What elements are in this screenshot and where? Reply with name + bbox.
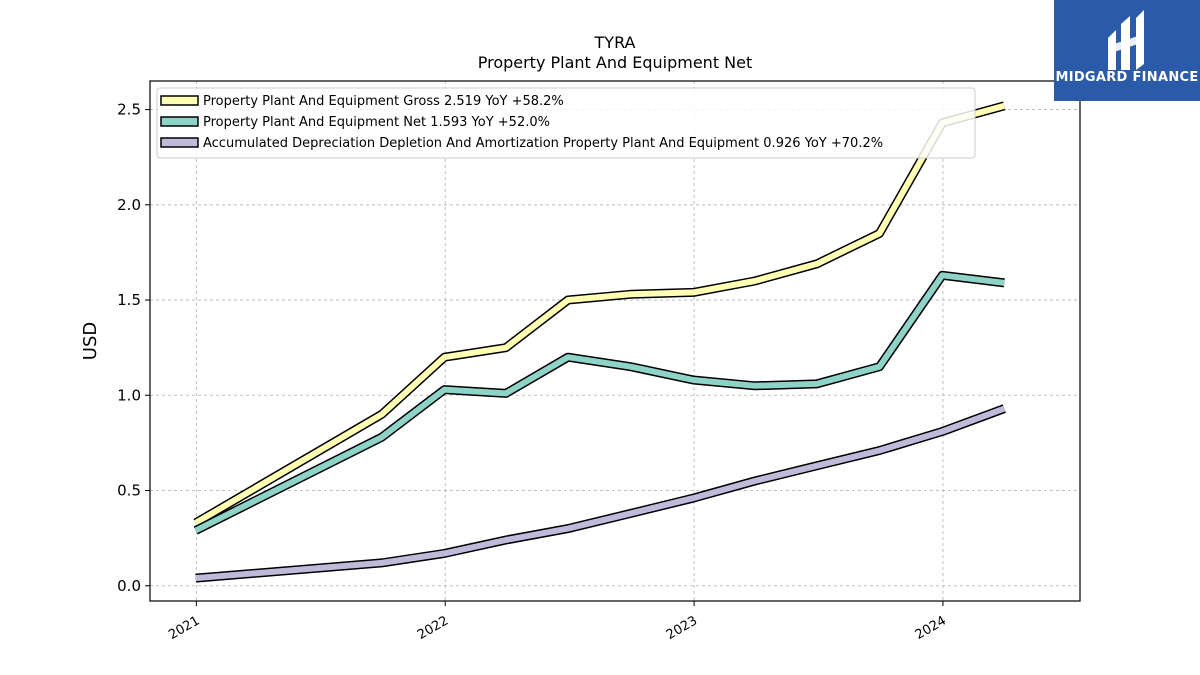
series-layer [193, 101, 1006, 583]
legend: Property Plant And Equipment Gross 2.519… [156, 87, 976, 159]
series-stroke [194, 102, 1006, 526]
y-tick-label: 2.5 [117, 101, 141, 119]
legend-item: Property Plant And Equipment Gross 2.519… [160, 94, 564, 109]
y-tick-label: 2.0 [117, 196, 141, 214]
series-line-1 [193, 101, 1006, 527]
chart-subtitle: Property Plant And Equipment Net [478, 53, 753, 72]
series-stroke [195, 405, 1006, 582]
x-tick-label: 2024 [913, 613, 949, 643]
series-outline [193, 270, 1005, 535]
legend-label: Property Plant And Equipment Gross 2.519… [203, 94, 564, 109]
series-outline [195, 404, 1006, 583]
chart-title: TYRA [594, 33, 636, 52]
legend-item: Accumulated Depreciation Depletion And A… [160, 136, 883, 151]
legend-swatch [160, 137, 199, 148]
x-tick-label: 2023 [664, 613, 700, 643]
legend-item: Property Plant And Equipment Net 1.593 Y… [160, 115, 550, 130]
legend-box [156, 87, 976, 159]
y-tick-label: 0.5 [117, 482, 141, 500]
logo-text: MIDGARD FINANCE [1055, 70, 1198, 85]
legend-label: Accumulated Depreciation Depletion And A… [203, 136, 883, 151]
axis-ticks: 0.0 0.5 1.0 1.5 2.0 2.5 2021 2022 2023 2024 [117, 101, 949, 643]
series-line-2 [193, 270, 1005, 535]
y-tick-label: 1.0 [117, 386, 141, 404]
plot-frame [149, 80, 1081, 602]
x-tick-label: 2022 [415, 613, 451, 643]
legend-swatch [160, 95, 199, 106]
series-line-3 [195, 404, 1006, 583]
x-tick-label: 2021 [166, 613, 202, 643]
legend-swatch [160, 116, 199, 127]
series-stroke [194, 272, 1005, 534]
logo-mark-icon [1108, 10, 1144, 70]
series-outline [193, 101, 1006, 527]
y-tick-label: 1.5 [117, 291, 141, 309]
midgard-finance-logo: MIDGARD FINANCE [1054, 0, 1200, 101]
legend-label: Property Plant And Equipment Net 1.593 Y… [203, 115, 550, 130]
grid [150, 81, 1080, 601]
y-axis-label: USD [80, 322, 101, 360]
y-tick-label: 0.0 [117, 577, 141, 595]
